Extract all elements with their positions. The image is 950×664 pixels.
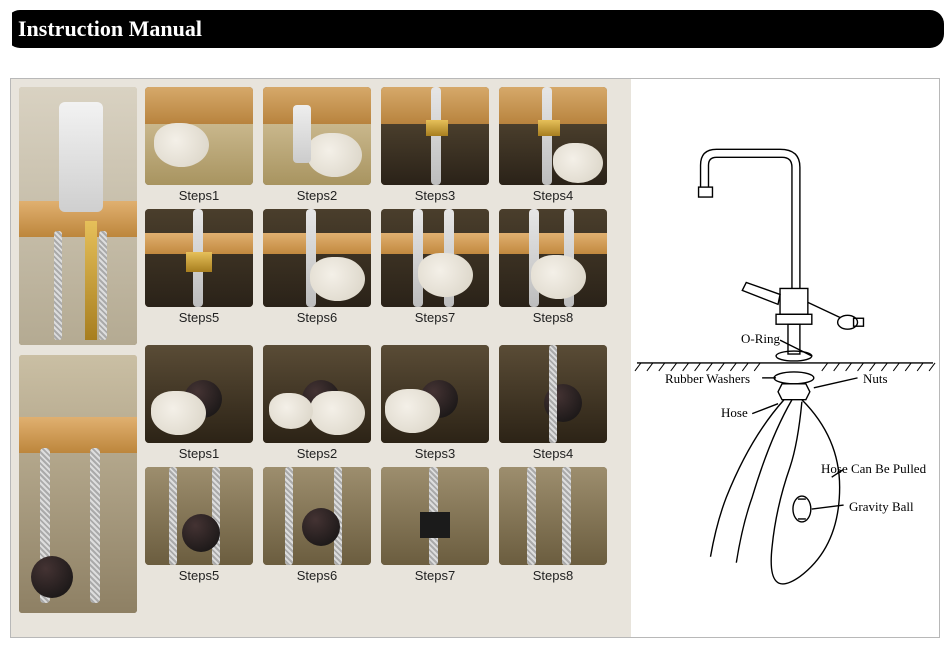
step-grid: Steps1 Steps2 Steps3 Steps4 Steps5 Steps… [145, 87, 623, 629]
step-cell: Steps6 [263, 209, 371, 325]
step-cell: Steps7 [381, 467, 489, 583]
step-cell: Steps5 [145, 209, 253, 325]
label-nuts: Nuts [863, 371, 888, 387]
row-a2: Steps5 Steps6 Steps7 Steps8 [145, 209, 623, 325]
step-cell: Steps3 [381, 87, 489, 203]
label-gravity-ball: Gravity Ball [849, 499, 914, 515]
overview-photo-a [19, 87, 137, 345]
step-caption: Steps3 [415, 188, 455, 203]
step-caption: Steps2 [297, 188, 337, 203]
step-cell: Steps1 [145, 87, 253, 203]
step-cell: Steps3 [381, 345, 489, 461]
step-cell: Steps6 [263, 467, 371, 583]
step-cell: Steps8 [499, 209, 607, 325]
step-cell: Steps4 [499, 345, 607, 461]
row-a1: Steps1 Steps2 Steps3 Steps4 [145, 87, 623, 203]
faucet-diagram: O-Ring Rubber Washers Nuts Hose Hose Can… [631, 79, 939, 637]
step-cell: Steps8 [499, 467, 607, 583]
step-caption: Steps8 [533, 568, 573, 583]
step-caption: Steps4 [533, 188, 573, 203]
step-caption: Steps6 [297, 310, 337, 325]
row-b2: Steps5 Steps6 Steps7 Steps8 [145, 467, 623, 583]
step-caption: Steps6 [297, 568, 337, 583]
tall-thumbnails [19, 87, 137, 629]
step-caption: Steps7 [415, 310, 455, 325]
step-caption: Steps2 [297, 446, 337, 461]
step-caption: Steps7 [415, 568, 455, 583]
label-hose: Hose [721, 405, 748, 421]
step-cell: Steps2 [263, 345, 371, 461]
manual-panel: Steps1 Steps2 Steps3 Steps4 Steps5 Steps… [10, 78, 940, 638]
step-cell: Steps5 [145, 467, 253, 583]
label-rubber-washers: Rubber Washers [665, 371, 750, 387]
step-cell: Steps7 [381, 209, 489, 325]
photo-column: Steps1 Steps2 Steps3 Steps4 Steps5 Steps… [11, 79, 631, 637]
step-caption: Steps4 [533, 446, 573, 461]
overview-photo-b [19, 355, 137, 613]
step-caption: Steps8 [533, 310, 573, 325]
step-cell: Steps4 [499, 87, 607, 203]
row-b1: Steps1 Steps2 Steps3 Steps4 [145, 345, 623, 461]
label-hose-pulled: Hose Can Be Pulled [821, 461, 926, 477]
diagram-svg [631, 79, 939, 637]
step-cell: Steps1 [145, 345, 253, 461]
step-cell: Steps2 [263, 87, 371, 203]
label-o-ring: O-Ring [741, 331, 780, 347]
step-caption: Steps5 [179, 568, 219, 583]
step-caption: Steps5 [179, 310, 219, 325]
step-caption: Steps1 [179, 188, 219, 203]
step-caption: Steps3 [415, 446, 455, 461]
page-title: Instruction Manual [18, 16, 202, 41]
step-caption: Steps1 [179, 446, 219, 461]
header-bar: Instruction Manual [6, 10, 944, 48]
